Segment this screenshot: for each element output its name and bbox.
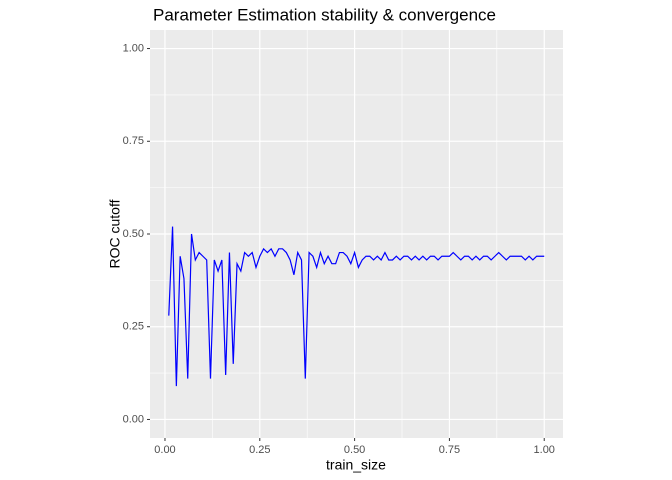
- y-tick-label: 0.00: [123, 413, 144, 425]
- chart-title: Parameter Estimation stability & converg…: [153, 5, 496, 24]
- y-tick-label: 0.25: [123, 321, 144, 333]
- y-axis-label: ROC cutoff: [107, 199, 123, 268]
- y-tick-label: 0.50: [123, 228, 144, 240]
- x-tick-label: 0.00: [154, 444, 175, 456]
- y-tick-label: 1.00: [123, 42, 144, 54]
- x-tick-label: 0.75: [439, 444, 460, 456]
- x-tick-label: 1.00: [534, 444, 555, 456]
- x-axis-label: train_size: [326, 457, 386, 473]
- data-line: [168, 226, 545, 387]
- y-tick-label: 0.75: [123, 135, 144, 147]
- x-tick-label: 0.50: [344, 444, 365, 456]
- x-tick-label: 0.25: [249, 444, 270, 456]
